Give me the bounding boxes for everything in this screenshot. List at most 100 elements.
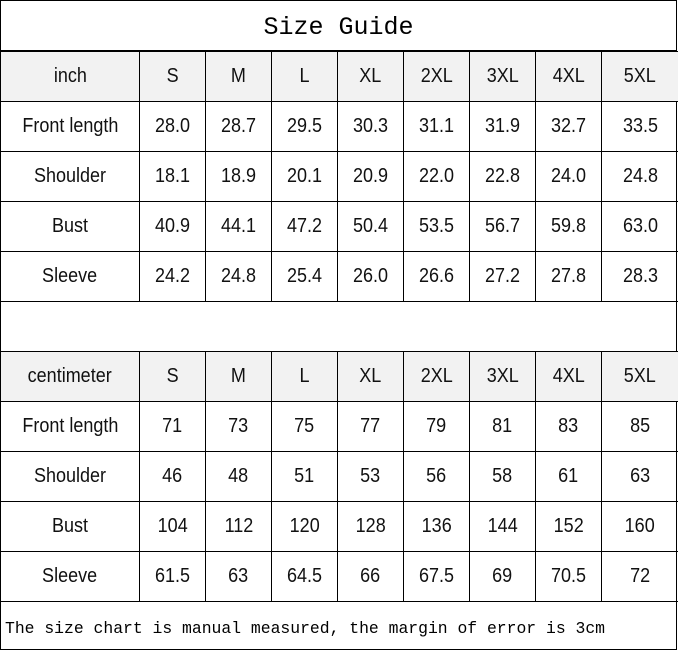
measurement-label: Bust xyxy=(1,502,140,552)
size-header: 2XL xyxy=(404,52,470,102)
size-header-text: M xyxy=(231,365,246,388)
measurement-value-text: 48 xyxy=(228,465,248,488)
measurement-value-text: 47.2 xyxy=(287,215,322,238)
size-header-text: 2XL xyxy=(420,65,452,88)
measurement-value-text: 59.8 xyxy=(551,215,586,238)
measurement-value: 32.7 xyxy=(536,102,602,152)
measurement-value: 61 xyxy=(536,452,602,502)
measurement-value-text: 63.0 xyxy=(622,215,657,238)
measurement-value: 24.2 xyxy=(140,252,206,302)
measurement-value: 22.8 xyxy=(470,152,536,202)
unit-header-text: inch xyxy=(53,65,86,88)
measurement-label-text: Shoulder xyxy=(34,165,106,188)
measurement-value: 56 xyxy=(404,452,470,502)
measurement-value: 56.7 xyxy=(470,202,536,252)
measurement-value-text: 61 xyxy=(558,465,578,488)
measurement-value: 44.1 xyxy=(206,202,272,252)
measurement-label: Bust xyxy=(1,202,140,252)
measurement-value-text: 77 xyxy=(360,415,380,438)
measurement-value: 26.0 xyxy=(338,252,404,302)
measurement-value-text: 63 xyxy=(630,465,650,488)
measurement-value: 27.2 xyxy=(470,252,536,302)
measurement-value-text: 144 xyxy=(487,515,517,538)
measurement-note: The size chart is manual measured, the m… xyxy=(1,601,676,651)
measurement-value: 72 xyxy=(602,552,678,602)
measurement-value-text: 53 xyxy=(360,465,380,488)
measurement-value: 53.5 xyxy=(404,202,470,252)
measurement-value-text: 33.5 xyxy=(622,115,657,138)
measurement-value-text: 24.8 xyxy=(221,265,256,288)
measurement-value: 20.1 xyxy=(272,152,338,202)
measurement-value: 70.5 xyxy=(536,552,602,602)
measurement-value-text: 73 xyxy=(228,415,248,438)
measurement-value: 24.8 xyxy=(206,252,272,302)
unit-header: inch xyxy=(1,52,140,102)
measurement-value: 53 xyxy=(338,452,404,502)
measurement-value: 83 xyxy=(536,402,602,452)
size-header-text: 3XL xyxy=(486,65,518,88)
measurement-value: 66 xyxy=(338,552,404,602)
unit-header: centimeter xyxy=(1,352,140,402)
measurement-value-text: 29.5 xyxy=(287,115,322,138)
measurement-value: 58 xyxy=(470,452,536,502)
size-header: 3XL xyxy=(470,52,536,102)
size-header-text: 5XL xyxy=(624,365,656,388)
measurement-value-text: 31.9 xyxy=(485,115,520,138)
size-header: L xyxy=(272,352,338,402)
measurement-value: 69 xyxy=(470,552,536,602)
measurement-value-text: 27.8 xyxy=(551,265,586,288)
measurement-label-text: Sleeve xyxy=(42,565,97,588)
measurement-value: 144 xyxy=(470,502,536,552)
measurement-label: Front length xyxy=(1,102,140,152)
measurement-value: 81 xyxy=(470,402,536,452)
measurement-value: 85 xyxy=(602,402,678,452)
measurement-value-text: 72 xyxy=(630,565,650,588)
measurement-value: 18.1 xyxy=(140,152,206,202)
measurement-value-text: 69 xyxy=(492,565,512,588)
measurement-label-text: Sleeve xyxy=(42,265,97,288)
size-header-text: L xyxy=(299,365,309,388)
measurement-value-text: 79 xyxy=(426,415,446,438)
measurement-value-text: 25.4 xyxy=(287,265,322,288)
measurement-label: Sleeve xyxy=(1,252,140,302)
measurement-value-text: 50.4 xyxy=(353,215,388,238)
measurement-value: 27.8 xyxy=(536,252,602,302)
size-header: 5XL xyxy=(602,52,678,102)
measurement-label-text: Front length xyxy=(22,415,118,438)
measurement-label: Shoulder xyxy=(1,152,140,202)
measurement-value: 160 xyxy=(602,502,678,552)
measurement-value-text: 28.7 xyxy=(221,115,256,138)
size-header: 4XL xyxy=(536,352,602,402)
measurement-label-text: Front length xyxy=(22,115,118,138)
measurement-label: Shoulder xyxy=(1,452,140,502)
measurement-value-text: 26.0 xyxy=(353,265,388,288)
measurement-value: 61.5 xyxy=(140,552,206,602)
measurement-value-text: 46 xyxy=(162,465,182,488)
measurement-value-text: 64.5 xyxy=(287,565,322,588)
measurement-value: 128 xyxy=(338,502,404,552)
measurement-value: 63 xyxy=(602,452,678,502)
measurement-value-text: 20.1 xyxy=(287,165,322,188)
measurement-value: 152 xyxy=(536,502,602,552)
size-header: XL xyxy=(338,52,404,102)
measurement-value: 30.3 xyxy=(338,102,404,152)
size-header: 5XL xyxy=(602,352,678,402)
measurement-value: 25.4 xyxy=(272,252,338,302)
measurement-value-text: 75 xyxy=(294,415,314,438)
measurement-value-text: 20.9 xyxy=(353,165,388,188)
size-header: S xyxy=(140,52,206,102)
measurement-value-text: 22.8 xyxy=(485,165,520,188)
measurement-value: 18.9 xyxy=(206,152,272,202)
size-header: 4XL xyxy=(536,52,602,102)
measurement-value-text: 22.0 xyxy=(419,165,454,188)
measurement-label: Sleeve xyxy=(1,552,140,602)
measurement-value-text: 18.9 xyxy=(221,165,256,188)
measurement-value-text: 85 xyxy=(630,415,650,438)
measurement-value-text: 40.9 xyxy=(155,215,190,238)
